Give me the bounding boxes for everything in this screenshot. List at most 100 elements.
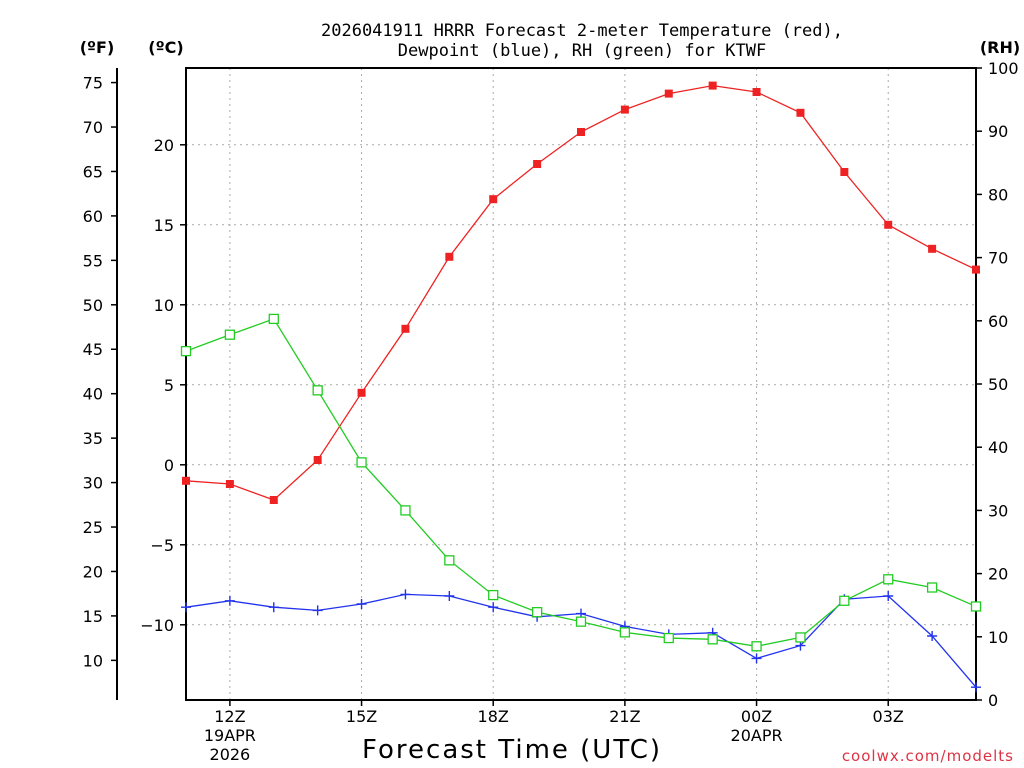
rh-tick-label: 90 <box>988 122 1008 141</box>
fahrenheit-tick-label: 40 <box>83 385 103 404</box>
x-tick-label: 18Z <box>478 707 509 726</box>
rh-point <box>180 345 192 357</box>
rh-tick-label: 60 <box>988 312 1008 331</box>
rh-point <box>444 555 455 566</box>
dewpoint-point <box>488 602 499 613</box>
celsius-tick-label: 10 <box>154 296 174 315</box>
rh-tick-label: 10 <box>988 628 1008 647</box>
dewpoint-line <box>185 593 977 688</box>
x-date-label: 19APR <box>204 726 256 745</box>
celsius-tick-label: 0 <box>164 456 174 475</box>
2-meter-temperature-point <box>752 88 761 96</box>
rh-point <box>839 595 850 606</box>
celsius-tick-label: 5 <box>164 376 174 395</box>
celsius-tick-label: −10 <box>140 616 174 635</box>
rh-line <box>185 318 977 647</box>
2-meter-temperature-point <box>357 388 366 397</box>
2-meter-temperature-point <box>708 81 717 90</box>
2-meter-temperature-point <box>225 480 234 488</box>
rh-unit-label: (RH) <box>980 38 1020 57</box>
fahrenheit-tick-label: 10 <box>83 651 103 670</box>
dewpoint-point <box>751 653 762 664</box>
fahrenheit-tick-label: 25 <box>83 518 103 537</box>
2-meter-temperature-point <box>533 160 542 168</box>
x-axis-title: Forecast Time (UTC) <box>362 735 662 765</box>
celsius-tick-label: 20 <box>154 136 174 155</box>
celsius-tick-label: 15 <box>154 216 174 235</box>
rh-tick-label: 50 <box>988 375 1008 394</box>
fahrenheit-tick-label: 45 <box>83 340 103 359</box>
2-meter-temperature-point <box>269 496 278 504</box>
dewpoint-point <box>971 682 981 693</box>
rh-point <box>795 632 806 643</box>
chart-title-line2: Dewpoint (blue), RH (green) for KTWF <box>398 41 766 61</box>
rh-point <box>575 616 587 627</box>
2-meter-temperature-point <box>445 252 454 261</box>
dewpoint-point <box>356 599 367 609</box>
grid-lines <box>186 68 976 700</box>
x-tick-label: 03Z <box>873 707 904 726</box>
rh-point <box>926 582 938 593</box>
2-meter-temperature-point <box>489 195 498 204</box>
dewpoint-point <box>400 589 411 600</box>
rh-tick-label: 100 <box>988 59 1019 78</box>
2-meter-temperature-point <box>182 476 190 485</box>
x-date-label: 20APR <box>731 726 783 745</box>
rh-point <box>663 632 674 644</box>
dewpoint-point <box>268 602 279 613</box>
celsius-tick-label: −5 <box>150 536 174 555</box>
rh-point <box>356 457 367 468</box>
celsius-unit-label: (ºC) <box>148 38 183 57</box>
2-meter-temperature-point <box>313 456 322 464</box>
rh-point <box>268 313 279 325</box>
fahrenheit-tick-label: 35 <box>83 429 103 448</box>
fahrenheit-tick-label: 15 <box>83 607 103 626</box>
x-tick-label: 12Z <box>214 707 245 726</box>
rh-point <box>751 641 762 652</box>
rh-point <box>224 329 236 340</box>
source-credit: coolwx.com/modelts <box>842 747 1014 765</box>
rh-point <box>400 505 411 516</box>
fahrenheit-tick-label: 30 <box>83 474 103 493</box>
2-meter-temperature-point <box>577 128 585 136</box>
dewpoint-point <box>224 595 235 606</box>
rh-tick-label: 0 <box>988 691 998 710</box>
2-meter-temperature-point <box>620 105 629 114</box>
2-meter-temperature-point <box>796 108 805 117</box>
chart-title-line1: 2026041911 HRRR Forecast 2-meter Tempera… <box>321 21 843 41</box>
fahrenheit-tick-label: 75 <box>83 74 103 93</box>
dewpoint-point <box>312 605 323 616</box>
2-meter-temperature-point <box>664 89 673 98</box>
2-meter-temperature-point <box>840 168 849 176</box>
rh-tick-label: 70 <box>988 249 1008 268</box>
2-meter-temperature-point <box>928 244 937 253</box>
dewpoint-point <box>444 591 455 601</box>
axes: 10 15 20 25 30 35 40 45 50 55 60 65 70 75 −10 −5 0 5 10 15 2… <box>83 59 1019 764</box>
x-year-label: 2026 <box>210 745 251 764</box>
fahrenheit-tick-label: 60 <box>83 207 103 226</box>
rh-point <box>707 634 718 645</box>
fahrenheit-tick-label: 70 <box>83 118 103 137</box>
dewpoint-point <box>181 602 191 613</box>
rh-point <box>488 589 499 601</box>
rh-tick-label: 80 <box>988 185 1008 204</box>
fahrenheit-tick-label: 55 <box>83 251 103 270</box>
x-tick-label: 21Z <box>609 707 640 726</box>
rh-point <box>619 627 631 638</box>
fahrenheit-unit-label: (ºF) <box>80 38 115 57</box>
2-meter-temperature-point <box>972 265 980 274</box>
rh-point <box>970 601 982 612</box>
dewpoint-point <box>883 591 894 601</box>
rh-point <box>531 607 543 618</box>
plot-frame <box>185 67 977 701</box>
dewpoint-point <box>927 631 938 641</box>
fahrenheit-tick-label: 20 <box>83 562 103 581</box>
x-tick-label: 15Z <box>346 707 377 726</box>
rh-tick-label: 20 <box>988 565 1008 584</box>
rh-point <box>312 385 323 396</box>
rh-point <box>883 574 894 585</box>
data-series <box>180 81 982 693</box>
rh-tick-label: 40 <box>988 438 1008 457</box>
x-tick-label: 00Z <box>741 707 772 726</box>
